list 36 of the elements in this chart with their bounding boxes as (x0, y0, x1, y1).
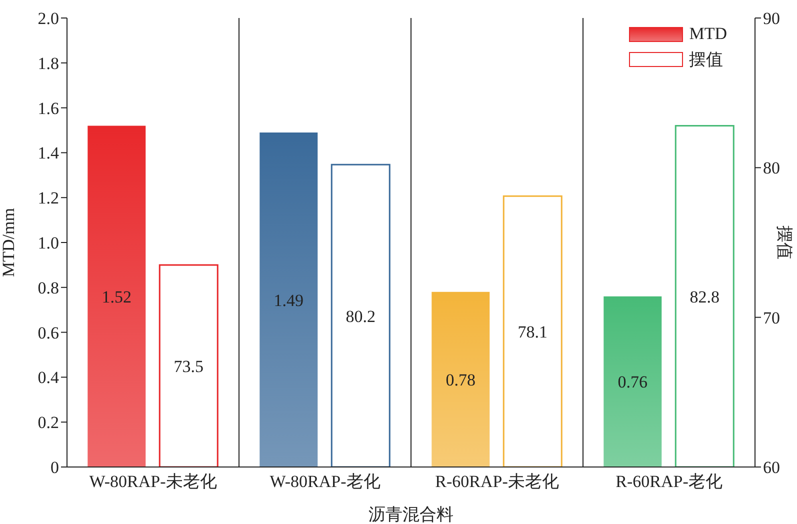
x-axis-title: 沥青混合料 (368, 505, 454, 524)
data-label: 82.8 (690, 287, 720, 306)
x-tick-label: R-60RAP-未老化 (435, 472, 559, 492)
y2-tick-label: 90 (763, 9, 780, 28)
legend-label: 摆值 (689, 49, 724, 71)
legend-label: MTD (689, 24, 727, 44)
data-label: 0.76 (618, 372, 648, 392)
data-label: 78.1 (518, 322, 548, 342)
y-axis-title: MTD/mm (0, 208, 18, 277)
y-tick-label: 0.4 (38, 368, 60, 388)
data-label: 80.2 (346, 306, 376, 326)
x-tick-label: W-80RAP-老化 (270, 472, 380, 492)
y-tick-label: 1.2 (38, 188, 59, 208)
bar (604, 296, 662, 467)
y2-tick-label: 60 (763, 458, 780, 478)
y-tick-label: 0 (50, 458, 59, 478)
data-label: 73.5 (174, 357, 204, 376)
y2-axis-title: 摆值 (774, 226, 794, 260)
y2-tick-label: 80 (763, 158, 780, 178)
y-tick-label: 0.8 (38, 278, 59, 298)
y-tick-label: 1.6 (38, 98, 59, 118)
data-label: 0.78 (446, 370, 476, 390)
y2-tick-label: 70 (763, 308, 780, 328)
y-tick-label: 0.6 (38, 323, 59, 342)
bar (260, 132, 318, 467)
bar (88, 126, 146, 467)
x-tick-label: W-80RAP-未老化 (89, 472, 217, 492)
x-tick-label: R-60RAP-老化 (616, 472, 722, 492)
y-tick-label: 1.0 (38, 234, 59, 253)
y-tick-label: 1.4 (38, 144, 60, 163)
data-label: 1.52 (102, 287, 132, 306)
bar (432, 292, 490, 467)
y-tick-label: 1.8 (38, 54, 59, 73)
y-tick-label: 2.0 (38, 9, 59, 28)
y-tick-label: 0.2 (38, 413, 59, 432)
data-label: 1.49 (274, 290, 304, 310)
